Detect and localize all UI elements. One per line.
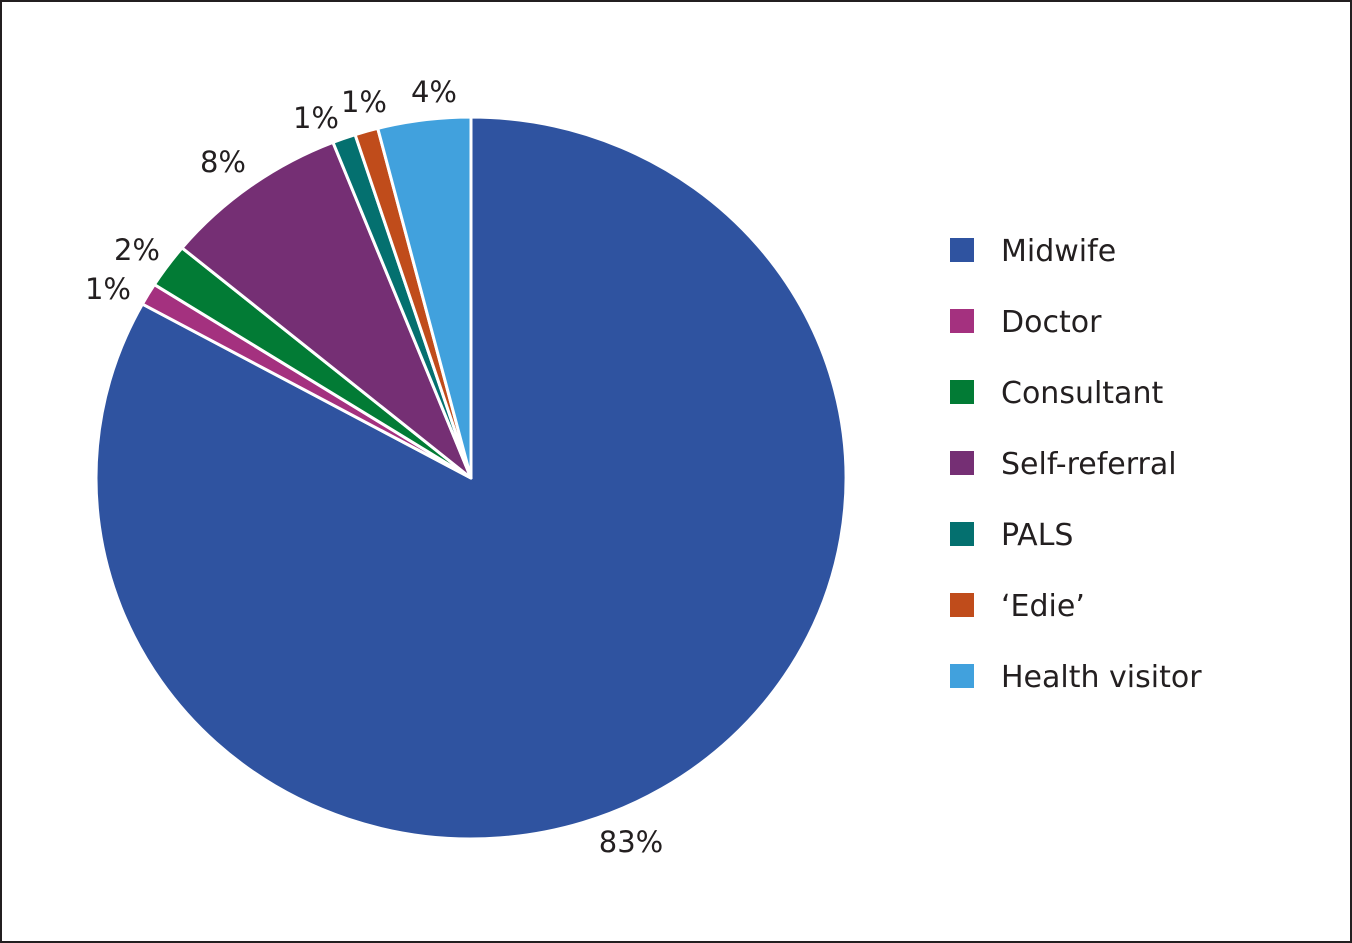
data-label: 2% <box>114 233 160 267</box>
legend-item: Consultant <box>950 376 1163 411</box>
legend-label: ‘Edie’ <box>1001 589 1085 624</box>
legend-swatch <box>950 309 974 333</box>
data-label: 1% <box>85 272 131 306</box>
legend-label: Health visitor <box>1001 660 1202 695</box>
legend-label: Midwife <box>1001 234 1116 269</box>
legend-swatch <box>950 238 974 262</box>
legend-item: Health visitor <box>950 660 1202 695</box>
pie-slice-health-visitor <box>376 115 473 480</box>
legend-label: PALS <box>1001 518 1073 553</box>
legend-item: Self-referral <box>950 447 1177 482</box>
data-label: 8% <box>200 145 246 179</box>
legend-label: Doctor <box>1001 305 1102 340</box>
data-label: 1% <box>341 85 387 119</box>
legend-swatch <box>950 593 974 617</box>
pie-slice-midwife <box>94 115 848 841</box>
legend-swatch <box>950 522 974 546</box>
data-label: 83% <box>599 825 663 859</box>
data-label: 1% <box>293 101 339 135</box>
legend-item: ‘Edie’ <box>950 589 1085 624</box>
legend-label: Consultant <box>1001 376 1163 411</box>
legend-item: Doctor <box>950 305 1102 340</box>
legend-swatch <box>950 380 974 404</box>
legend: Midwife Doctor Consultant Self-referral PALS… <box>950 234 1202 695</box>
legend-item: PALS <box>950 518 1073 553</box>
legend-swatch <box>950 664 974 688</box>
legend-label: Self-referral <box>1001 447 1177 482</box>
pie-data-labels: 83%1%2%8%1% 1% 4% <box>85 75 663 859</box>
legend-swatch <box>950 451 974 475</box>
pie-slice-self-referral <box>180 140 473 480</box>
legend-item: Midwife <box>950 234 1116 269</box>
pie-slices <box>94 115 848 841</box>
data-label: 4% <box>411 75 457 109</box>
